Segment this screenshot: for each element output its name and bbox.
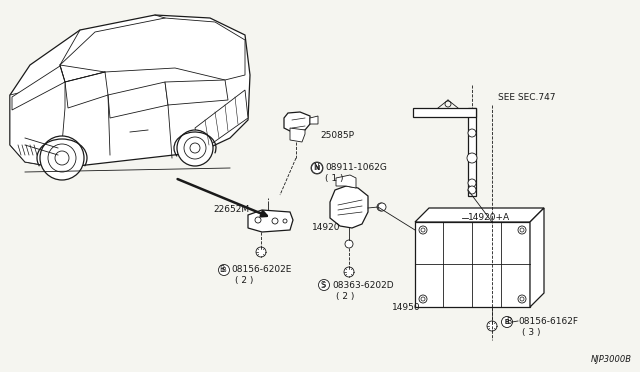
Text: 08363-6202D: 08363-6202D xyxy=(332,280,394,289)
Circle shape xyxy=(40,136,84,180)
Text: ( 2 ): ( 2 ) xyxy=(336,292,355,301)
Text: NJP3000B: NJP3000B xyxy=(591,355,632,364)
Circle shape xyxy=(468,129,476,137)
Text: B: B xyxy=(504,319,509,325)
Circle shape xyxy=(378,203,386,211)
Text: B: B xyxy=(221,267,227,273)
Polygon shape xyxy=(10,82,65,168)
Text: 08911-1062G: 08911-1062G xyxy=(325,164,387,173)
Polygon shape xyxy=(413,108,476,117)
Circle shape xyxy=(419,226,427,234)
Text: S: S xyxy=(322,282,326,288)
Text: 14920: 14920 xyxy=(312,224,340,232)
Text: 08156-6162F: 08156-6162F xyxy=(518,317,578,326)
Text: 08156-6202E: 08156-6202E xyxy=(231,266,291,275)
Circle shape xyxy=(468,154,476,162)
Polygon shape xyxy=(108,82,168,118)
Text: ( 1 ): ( 1 ) xyxy=(325,174,344,183)
Circle shape xyxy=(255,217,261,223)
Text: ( 2 ): ( 2 ) xyxy=(235,276,253,285)
Circle shape xyxy=(502,317,512,327)
Polygon shape xyxy=(336,175,356,188)
Text: ( 3 ): ( 3 ) xyxy=(522,327,541,337)
Text: B: B xyxy=(220,266,225,275)
Polygon shape xyxy=(290,128,305,142)
Text: B: B xyxy=(504,319,509,325)
Polygon shape xyxy=(330,186,368,228)
Text: 25085P: 25085P xyxy=(320,131,354,140)
Circle shape xyxy=(256,247,266,257)
Circle shape xyxy=(468,186,476,194)
Polygon shape xyxy=(195,90,248,152)
Text: 14950: 14950 xyxy=(392,304,420,312)
Text: N: N xyxy=(313,164,319,173)
Circle shape xyxy=(345,240,353,248)
Circle shape xyxy=(467,153,477,163)
Polygon shape xyxy=(530,208,544,307)
Polygon shape xyxy=(248,210,293,232)
Circle shape xyxy=(312,163,323,173)
Text: B: B xyxy=(506,317,511,326)
Polygon shape xyxy=(310,116,318,124)
Circle shape xyxy=(218,264,230,276)
Circle shape xyxy=(344,267,354,277)
Circle shape xyxy=(518,295,526,303)
Polygon shape xyxy=(415,208,544,222)
Circle shape xyxy=(311,162,323,174)
Polygon shape xyxy=(468,108,476,196)
Text: N: N xyxy=(314,165,319,171)
Circle shape xyxy=(377,203,385,211)
Circle shape xyxy=(272,218,278,224)
Circle shape xyxy=(487,321,497,331)
Circle shape xyxy=(177,130,213,166)
Text: N: N xyxy=(314,165,319,171)
Circle shape xyxy=(419,295,427,303)
Polygon shape xyxy=(65,72,108,108)
Polygon shape xyxy=(165,80,228,105)
Text: 14920+A: 14920+A xyxy=(468,214,510,222)
Polygon shape xyxy=(284,112,310,132)
Polygon shape xyxy=(12,66,65,110)
Circle shape xyxy=(518,226,526,234)
Circle shape xyxy=(502,317,513,327)
Circle shape xyxy=(468,179,476,187)
Text: S: S xyxy=(321,280,325,289)
Polygon shape xyxy=(10,15,250,168)
Polygon shape xyxy=(60,18,245,82)
Polygon shape xyxy=(415,222,530,307)
Text: SEE SEC.747: SEE SEC.747 xyxy=(498,93,556,103)
Text: 22652M: 22652M xyxy=(213,205,249,215)
Circle shape xyxy=(319,279,330,291)
